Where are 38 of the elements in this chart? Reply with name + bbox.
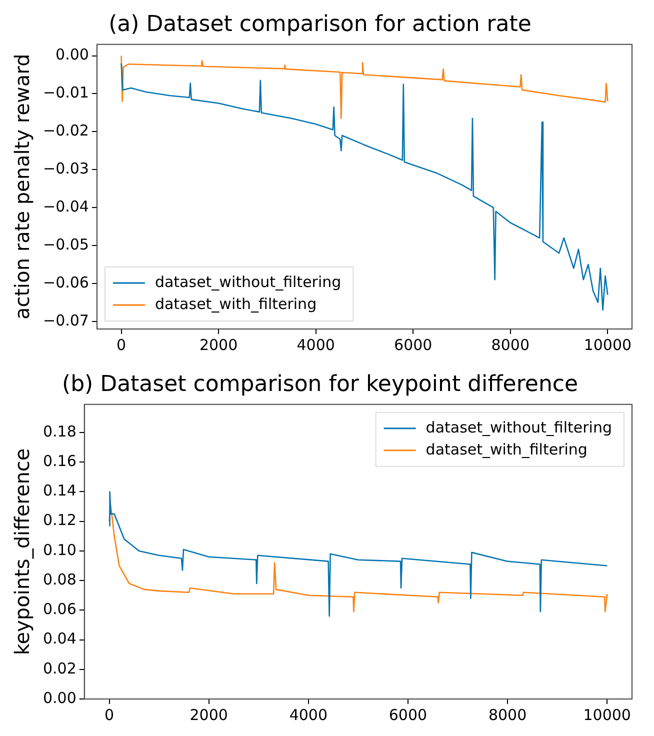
legend-label: dataset_with_filtering [154,294,317,313]
y-tick-label: 0.16 [42,452,76,470]
x-tick-label: 4000 [289,706,328,724]
y-tick-label: −0.06 [43,273,89,292]
y-tick-label: 0.10 [42,540,76,559]
chart-title: (a) Dataset comparison for action rate [108,12,532,37]
x-tick-label: 0 [104,706,114,724]
x-tick-label: 4000 [296,336,335,354]
y-tick-label: 0.12 [42,511,76,530]
chart-title: (b) Dataset comparison for keypoint difference [62,372,578,397]
y-tick-label: 0.02 [42,659,76,678]
x-tick-label: 0 [116,336,126,354]
x-tick-label: 2000 [199,336,238,354]
y-tick-label: 0.04 [42,630,76,648]
y-tick-label: 0.18 [42,422,76,440]
x-tick-label: 8000 [491,336,530,354]
y-tick-label: −0.01 [43,84,89,102]
y-tick-label: −0.05 [43,235,89,254]
y-tick-label: −0.03 [43,160,89,178]
x-tick-label: 10000 [583,706,631,724]
y-axis-title: action rate penalty reward [10,54,34,320]
y-tick-label: 0.08 [42,570,76,588]
x-tick-label: 8000 [488,706,527,724]
y-tick-label: −0.07 [43,311,89,330]
legend-label: dataset_without_filtering [154,272,342,291]
y-tick-label: 0.00 [56,46,89,64]
x-tick-label: 2000 [190,706,228,724]
y-tick-label: −0.02 [43,122,89,140]
x-tick-label: 10000 [584,336,632,354]
x-tick-label: 6000 [388,706,428,724]
y-axis-title: keypoints_difference [10,448,34,656]
y-tick-label: 0.00 [42,688,76,707]
y-tick-label: −0.04 [43,197,89,216]
legend-label: dataset_without_filtering [426,418,612,436]
x-tick-label: 6000 [394,336,432,354]
y-tick-label: 0.14 [42,482,76,500]
legend-label: dataset_with_filtering [426,440,588,458]
y-tick-label: 0.06 [42,600,76,618]
